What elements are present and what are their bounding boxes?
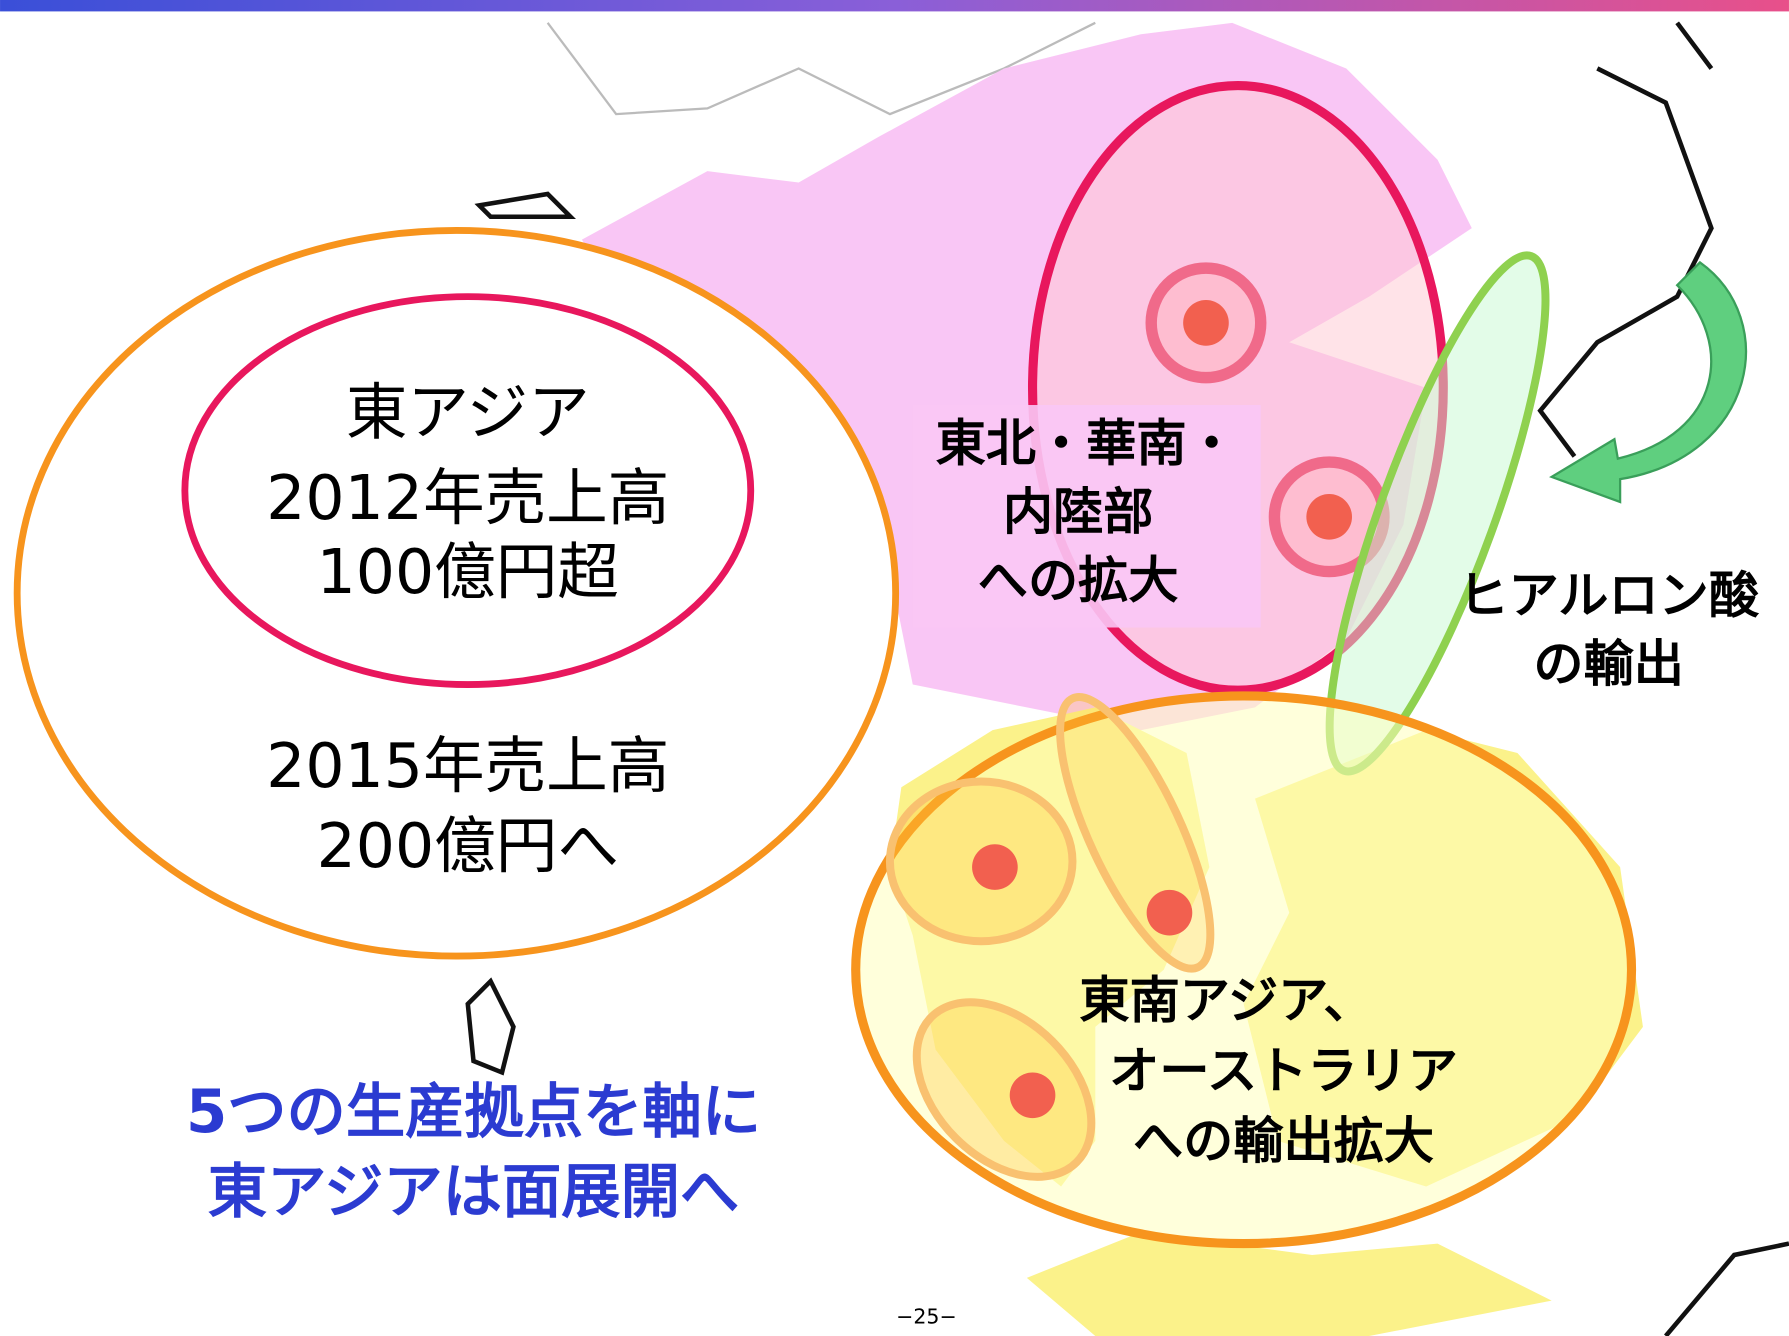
summary-text: 東アジア <box>346 377 590 449</box>
headline: 東アジアは面展開へ <box>208 1157 739 1226</box>
site-area <box>912 998 1096 1181</box>
lake <box>474 191 576 220</box>
region-label: 東北・華南・ <box>936 414 1237 473</box>
summary-text: 100億円超 <box>317 536 619 608</box>
summary-text: 200億円へ <box>317 810 619 882</box>
top-bar <box>0 0 1789 12</box>
site <box>1183 300 1229 346</box>
region-label: 内陸部 <box>1003 482 1154 541</box>
export-arrow <box>1549 260 1747 504</box>
summary-text: 2012年売上高 <box>266 462 669 534</box>
region-label: への輸出拡大 <box>1133 1111 1434 1170</box>
summary-ellipse <box>13 227 900 960</box>
summary-inner-ellipse <box>181 293 755 688</box>
region-label: オーストラリア <box>1109 1041 1458 1100</box>
headline: 5つの生産拠点を軸に <box>186 1077 761 1146</box>
region-label: の輸出 <box>1533 634 1684 693</box>
site <box>1009 1072 1056 1119</box>
coast <box>1664 21 1789 1336</box>
islands <box>1026 1232 1552 1336</box>
summary-text: 2015年売上高 <box>266 730 669 802</box>
site <box>1146 889 1193 936</box>
region-label: への拡大 <box>978 551 1179 610</box>
page-number: −25− <box>896 1305 957 1329</box>
site <box>972 844 1018 890</box>
label-bg <box>912 405 1261 628</box>
japan <box>1537 66 1714 458</box>
region-label: 東南アジア、 <box>1079 970 1373 1029</box>
sri-lanka <box>465 977 516 1076</box>
region-label: ヒアルロン酸 <box>1458 565 1759 624</box>
site <box>1306 494 1353 540</box>
